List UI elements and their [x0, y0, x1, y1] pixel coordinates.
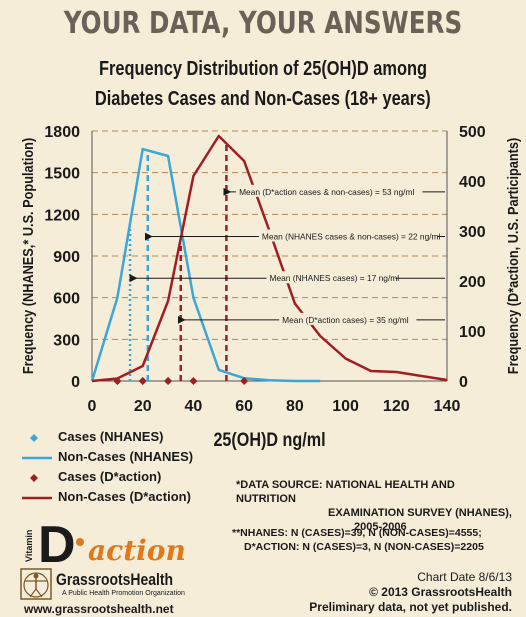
x-tick-label: 60	[235, 398, 253, 415]
annotation-label: Mean (NHANES cases) = 17 ng/ml	[270, 273, 400, 283]
legend-line-swatch	[22, 456, 52, 460]
copyright: © 2013 GrassrootsHealth	[369, 585, 512, 599]
x-axis-title: 25(OH)D ng/ml	[213, 429, 325, 451]
y-right-tick-label: 0	[459, 374, 468, 391]
y-left-tick-label: 1500	[44, 166, 80, 183]
legend-item: Cases (D*action)	[22, 468, 252, 488]
logo-action-text: action	[88, 534, 186, 566]
logo-dot-icon	[76, 538, 84, 546]
series-marker	[189, 377, 198, 385]
y-left-axis-title: Frequency (NHANES,* U.S. Population)	[19, 138, 36, 374]
legend-label: Non-Cases (D*action)	[58, 489, 191, 504]
banner-title: YOUR DATA, YOUR ANSWERS	[63, 6, 463, 41]
legend-diamond-icon	[30, 474, 38, 482]
series-marker	[164, 377, 173, 385]
source-line-1: *DATA SOURCE: NATIONAL HEALTH AND NUTRIT…	[236, 479, 455, 505]
x-tick-label: 0	[88, 398, 97, 415]
x-tick-label: 80	[286, 398, 304, 415]
legend-diamond-icon	[30, 434, 38, 442]
vitruvian-man-icon	[20, 568, 52, 600]
x-tick-label: 20	[134, 398, 152, 415]
preliminary-note: Preliminary data, not yet published.	[309, 600, 512, 614]
source-line-3: 2005-2006	[354, 521, 407, 533]
chart-title-line1: Frequency Distribution of 25(OH)D among	[98, 58, 428, 80]
x-tick-label: 100	[332, 398, 359, 415]
annotation-label: Mean (NHANES cases & non-cases) = 22 ng/…	[262, 232, 441, 242]
legend-item: Cases (NHANES)	[22, 428, 252, 448]
series-marker	[138, 377, 147, 385]
logo-d-letter: D	[38, 516, 76, 566]
y-left-tick-label: 0	[71, 374, 80, 391]
y-right-tick-label: 400	[459, 174, 486, 191]
y-left-tick-label: 1200	[44, 207, 80, 224]
legend-label: Cases (D*action)	[58, 469, 162, 484]
y-left-tick-label: 600	[53, 291, 80, 308]
x-tick-label: 40	[185, 398, 203, 415]
x-tick-label: 140	[434, 398, 461, 415]
counts-line-1: **NHANES: N (CASES)=39, N (NON-CASES)=45…	[232, 527, 482, 539]
x-tick-label: 120	[383, 398, 410, 415]
annotation-bg	[258, 229, 438, 242]
daction-logo: Vitamin D action	[24, 516, 186, 566]
chart-title-line2: Diabetes Cases and Non-Cases (18+ years)	[95, 88, 431, 110]
grassroots-branding: GrassrootsHealth A Public Health Promoti…	[20, 568, 220, 616]
logo-vitamin-text: Vitamin	[24, 530, 34, 562]
org-name: GrassrootsHealth	[56, 570, 173, 589]
series-marker	[240, 377, 249, 385]
legend-item: Non-Cases (D*action)	[22, 488, 252, 508]
legend: Cases (NHANES) Non-Cases (NHANES) Cases (D…	[22, 428, 252, 508]
annotation-label: Mean (D*action cases & non-cases) = 53 n…	[239, 187, 414, 197]
y-left-tick-label: 900	[53, 249, 80, 266]
org-subtitle: A Public Health Promotion Organization	[62, 590, 185, 597]
source-line-2: EXAMINATION SURVEY (NHANES),	[328, 507, 512, 519]
annotation-bg	[236, 184, 423, 197]
chart-date: Chart Date 8/6/13	[417, 570, 512, 584]
y-left-tick-label: 300	[53, 332, 80, 349]
counts-line-2: D*ACTION: N (CASES)=3, N (NON-CASES)=220…	[244, 541, 484, 553]
y-right-axis-title: Frequency (D*action, U.S. Participants)	[504, 138, 521, 374]
legend-item: Non-Cases (NHANES)	[22, 448, 252, 468]
sample-counts: **NHANES: N (CASES)=39, N (NON-CASES)=45…	[232, 526, 522, 554]
data-source-note: *DATA SOURCE: NATIONAL HEALTH AND NUTRIT…	[236, 478, 516, 534]
legend-label: Non-Cases (NHANES)	[58, 449, 194, 464]
y-right-tick-label: 500	[459, 124, 486, 141]
annotation-bg	[266, 271, 396, 284]
series-line	[90, 147, 321, 383]
legend-line-swatch	[22, 496, 52, 500]
org-url[interactable]: www.grassrootshealth.net	[24, 602, 174, 616]
legend-label: Cases (NHANES)	[58, 429, 164, 444]
y-right-tick-label: 200	[459, 274, 486, 291]
y-left-tick-label: 1800	[44, 124, 80, 141]
y-right-tick-label: 300	[459, 224, 486, 241]
footer: Chart Date 8/6/13 © 2013 GrassrootsHealt…	[309, 570, 512, 615]
annotation-label: Mean (D*action cases) = 35 ng/ml	[282, 315, 409, 325]
series-marker	[113, 377, 122, 385]
annotation-bg	[279, 312, 417, 325]
y-right-tick-label: 100	[459, 324, 486, 341]
